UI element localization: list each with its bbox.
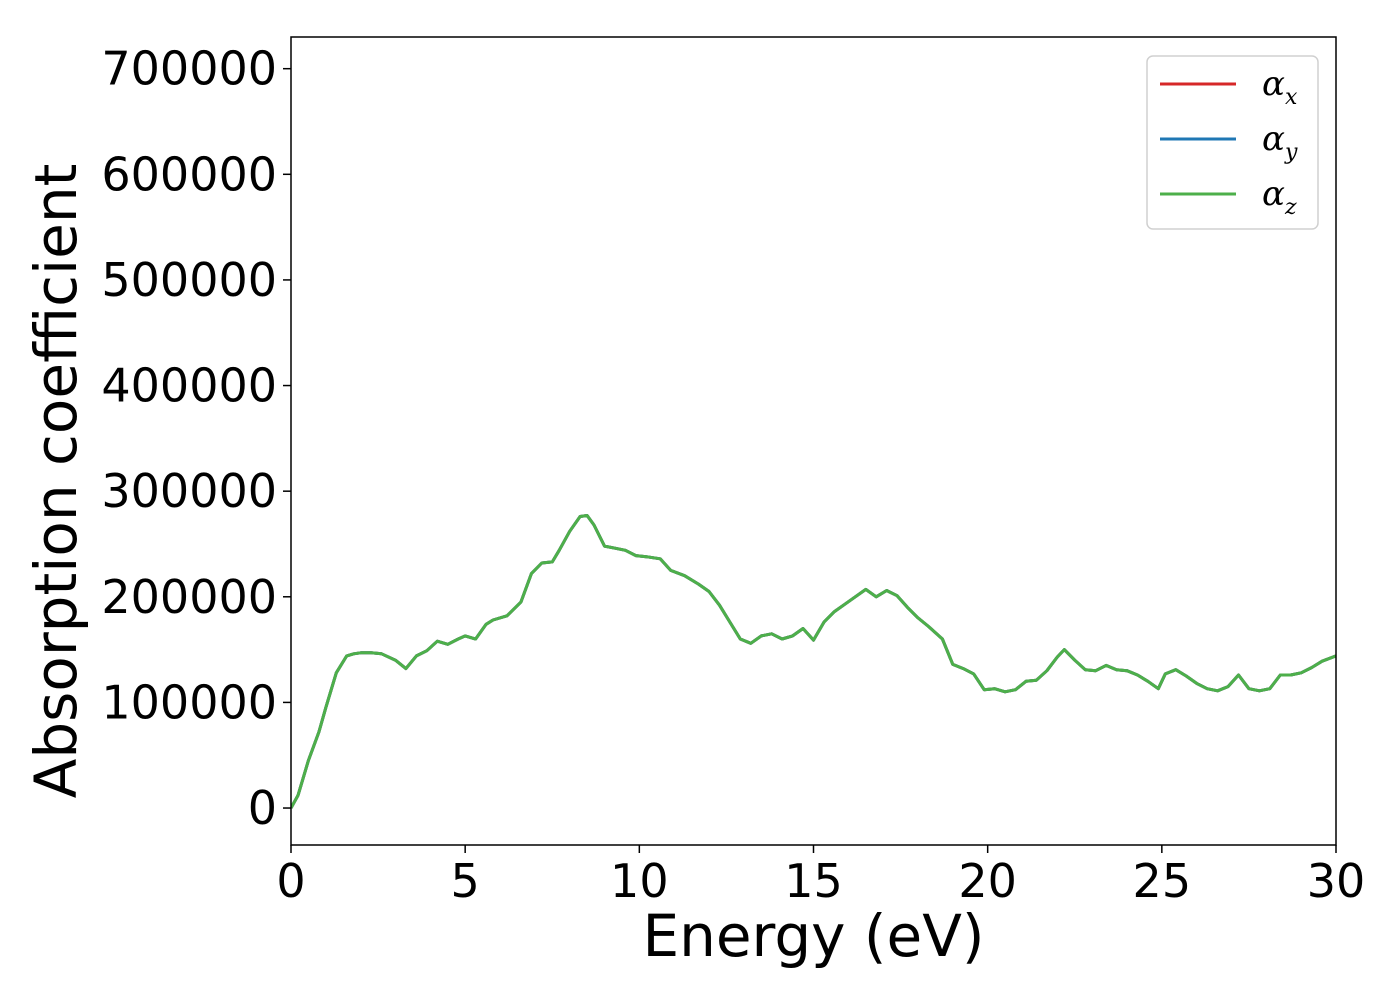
x-tick-label: 10 bbox=[610, 854, 669, 908]
y-tick-label: 700000 bbox=[101, 42, 277, 96]
x-tick-label: 25 bbox=[1133, 854, 1192, 908]
x-tick-label: 0 bbox=[276, 854, 305, 908]
y-tick-label: 200000 bbox=[101, 570, 277, 624]
x-tick-label: 5 bbox=[451, 854, 480, 908]
y-tick-label: 0 bbox=[248, 781, 277, 835]
y-tick-label: 100000 bbox=[101, 675, 277, 729]
y-tick-label: 600000 bbox=[101, 147, 277, 201]
legend-label-y: αy bbox=[1262, 119, 1298, 165]
x-tick-label: 30 bbox=[1307, 854, 1366, 908]
y-tick-label: 400000 bbox=[101, 359, 277, 413]
y-axis: 0 100000 200000 300000 400000 500000 600000 700… bbox=[101, 42, 291, 835]
x-tick-label: 20 bbox=[958, 854, 1017, 908]
legend: αx αy αz bbox=[1146, 55, 1319, 230]
y-tick-label: 500000 bbox=[101, 253, 277, 307]
legend-box bbox=[1146, 55, 1319, 230]
x-axis: 0 5 10 15 20 25 30 bbox=[276, 845, 1365, 908]
x-axis-title: Energy (eV) bbox=[642, 902, 984, 970]
series-line-2 bbox=[291, 514, 1336, 809]
x-tick-label: 15 bbox=[784, 854, 843, 908]
y-tick-label: 300000 bbox=[101, 464, 277, 518]
series-line-0 bbox=[291, 514, 1336, 809]
legend-label-z: αz bbox=[1262, 174, 1297, 220]
y-axis-title: Absorption coefficient bbox=[22, 164, 90, 799]
series-line-1 bbox=[291, 514, 1336, 809]
series-layer bbox=[291, 514, 1336, 809]
legend-label-x: αx bbox=[1262, 64, 1298, 110]
